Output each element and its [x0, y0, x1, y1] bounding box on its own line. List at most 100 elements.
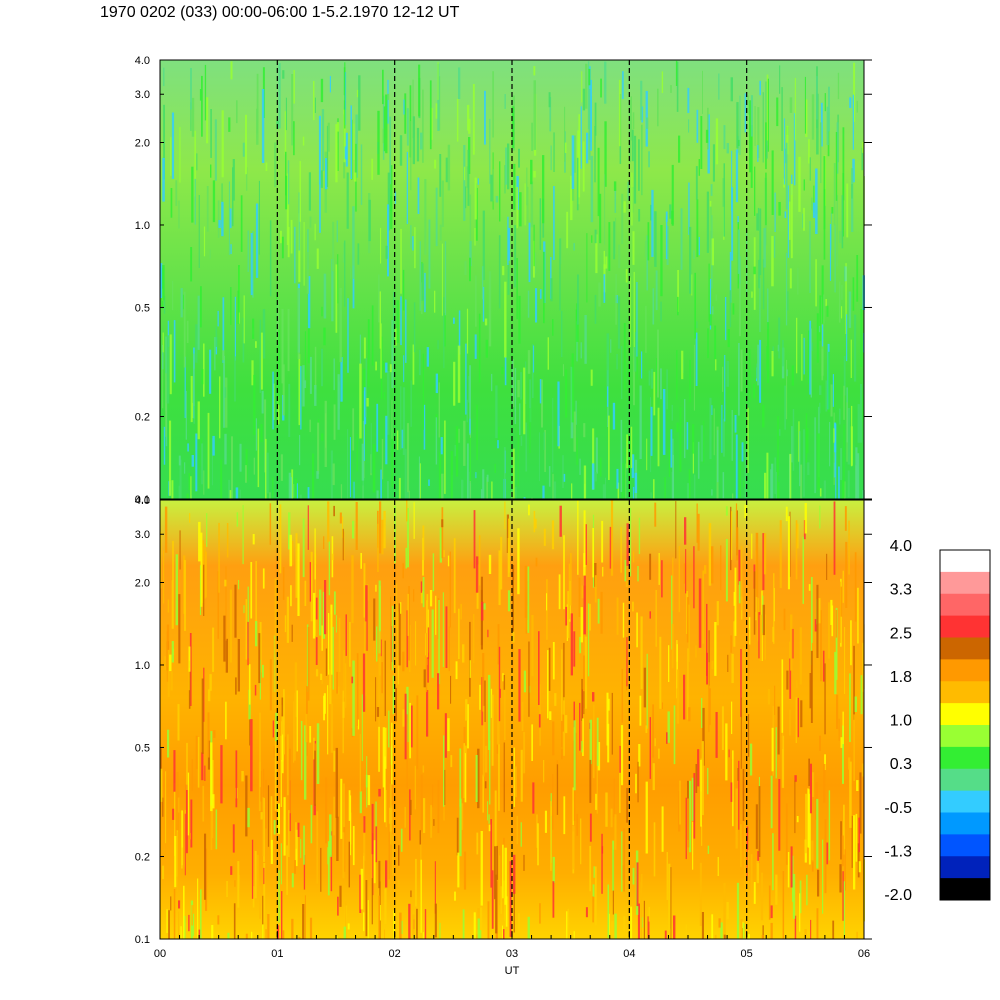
heatmap-streak	[324, 400, 327, 467]
heatmap-streak	[163, 67, 165, 87]
heatmap-streak	[857, 843, 860, 878]
x-tick-label: 06	[858, 948, 870, 960]
heatmap-streak	[401, 429, 404, 449]
heatmap-streak	[707, 107, 709, 150]
heatmap-streak	[367, 900, 369, 939]
heatmap-streak	[323, 273, 327, 319]
heatmap-streak	[648, 906, 650, 922]
heatmap-streak	[826, 842, 829, 865]
heatmap-streak	[350, 267, 352, 279]
heatmap-streak	[498, 550, 501, 606]
heatmap-streak	[825, 380, 828, 412]
heatmap-streak	[375, 361, 377, 371]
heatmap-streak	[595, 793, 598, 810]
heatmap-streak	[469, 660, 471, 678]
heatmap-streak	[447, 555, 450, 567]
heatmap-streak	[668, 863, 671, 933]
heatmap-streak	[777, 416, 779, 476]
heatmap-streak	[440, 437, 443, 455]
heatmap-streak	[515, 487, 517, 499]
heatmap-streak	[765, 172, 767, 226]
heatmap-streak	[770, 469, 772, 499]
heatmap-streak	[531, 122, 533, 151]
heatmap-streak	[824, 754, 826, 770]
heatmap-streak	[853, 815, 856, 890]
heatmap-streak	[737, 768, 739, 781]
heatmap-streak	[383, 106, 386, 152]
heatmap-streak	[428, 219, 431, 289]
heatmap-streak	[754, 166, 756, 216]
heatmap-streak	[269, 503, 272, 545]
heatmap-streak	[217, 200, 220, 238]
heatmap-streak	[523, 367, 526, 435]
heatmap-streak	[345, 901, 347, 939]
heatmap-streak	[331, 259, 334, 322]
heatmap-streak	[711, 660, 714, 670]
heatmap-streak	[359, 874, 362, 913]
heatmap-streak	[836, 694, 839, 729]
heatmap-streak	[332, 626, 334, 690]
heatmap-streak	[696, 199, 699, 258]
heatmap-streak	[435, 103, 438, 119]
heatmap-streak	[382, 727, 385, 788]
colorbar-swatch	[940, 681, 990, 704]
heatmap-streak	[170, 137, 172, 176]
heatmap-streak	[250, 719, 253, 792]
heatmap-streak	[321, 348, 323, 387]
heatmap-streak	[838, 466, 840, 499]
heatmap-streak	[567, 591, 570, 638]
heatmap-streak	[200, 889, 202, 939]
heatmap-streak	[777, 706, 780, 755]
heatmap-streak	[263, 797, 265, 863]
heatmap-streak	[225, 566, 227, 641]
heatmap-streak	[284, 111, 287, 155]
heatmap-streak	[539, 379, 542, 404]
heatmap-streak	[626, 523, 629, 566]
heatmap-streak	[279, 504, 282, 574]
heatmap-streak	[219, 376, 221, 439]
heatmap-streak	[344, 663, 347, 708]
heatmap-streak	[833, 501, 836, 575]
heatmap-streak	[835, 477, 837, 499]
heatmap-streak	[709, 397, 712, 459]
heatmap-streak	[695, 332, 698, 386]
heatmap-streak	[731, 150, 733, 211]
heatmap-streak	[704, 565, 707, 574]
heatmap-streak	[178, 900, 181, 909]
heatmap-streak	[691, 777, 694, 821]
heatmap-streak	[327, 685, 329, 755]
heatmap-streak	[563, 697, 565, 756]
heatmap-streak	[174, 836, 177, 888]
heatmap-streak	[384, 929, 385, 939]
heatmap-streak	[623, 828, 625, 892]
heatmap-streak	[283, 689, 285, 755]
heatmap-streak	[410, 705, 413, 748]
heatmap-streak	[380, 469, 382, 499]
heatmap-streak	[454, 891, 456, 901]
heatmap-streak	[513, 889, 515, 933]
heatmap-streak	[167, 320, 170, 347]
heatmap-streak	[357, 719, 360, 730]
heatmap-streak	[794, 915, 797, 939]
heatmap-streak	[772, 626, 774, 642]
heatmap-streak	[346, 172, 349, 229]
heatmap-streak	[570, 553, 572, 606]
heatmap-streak	[458, 428, 460, 443]
heatmap-streak	[824, 155, 826, 206]
heatmap-streak	[388, 710, 390, 748]
heatmap-streak	[463, 166, 466, 181]
heatmap-streak	[735, 434, 738, 499]
y-tick-label: 1.0	[135, 660, 150, 672]
heatmap-streak	[504, 898, 506, 922]
heatmap-streak	[487, 901, 490, 939]
heatmap-streak	[608, 913, 610, 935]
heatmap-streak	[450, 451, 453, 499]
heatmap-streak	[486, 477, 488, 499]
heatmap-streak	[518, 913, 520, 939]
heatmap-streak	[756, 213, 759, 231]
heatmap-streak	[692, 821, 694, 870]
heatmap-streak	[481, 266, 484, 300]
heatmap-streak	[195, 433, 198, 492]
heatmap-streak	[210, 797, 213, 851]
heatmap-streak	[661, 560, 663, 598]
